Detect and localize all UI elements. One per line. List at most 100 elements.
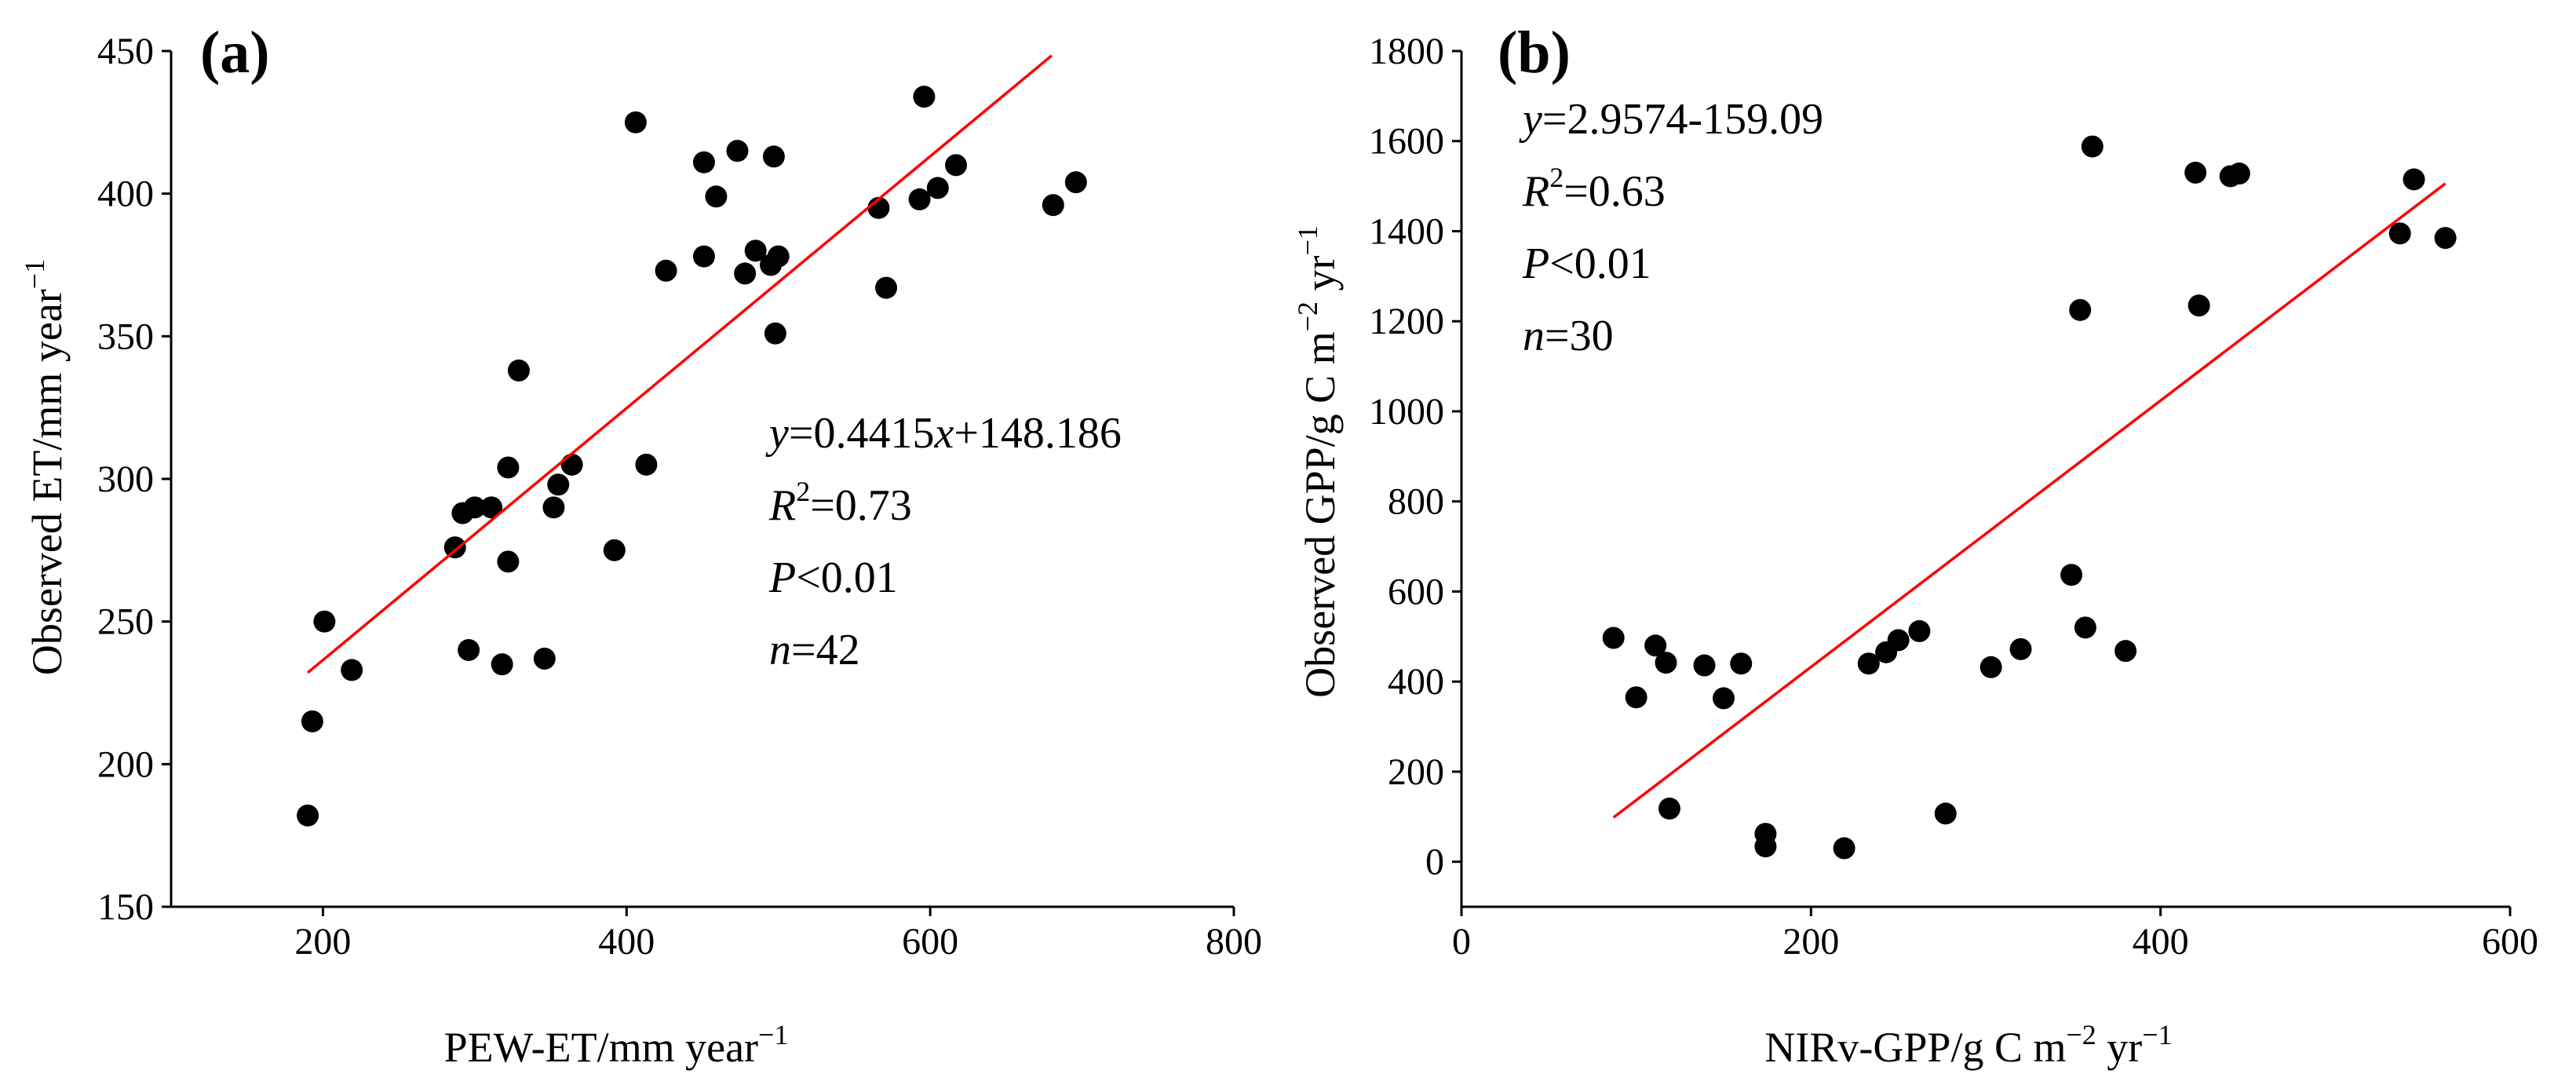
panel-b-point (2069, 298, 2092, 321)
panel-b-point (2184, 161, 2207, 184)
panel-a-xlabel: PEW-ET/mm year−1 (444, 1019, 789, 1071)
panel-a-point (767, 245, 790, 268)
panel-a-point (463, 496, 486, 519)
panel-a-point (480, 496, 503, 519)
panel-b-point (2187, 294, 2210, 317)
panel-a-point (692, 151, 715, 174)
panel-b-axes (1460, 51, 2510, 908)
panel-b-y-tick-label: 1800 (1369, 31, 1444, 72)
panel-a-y-tick-label: 350 (97, 316, 154, 357)
panel-b-r2-label: R (1522, 167, 1549, 216)
panel-b-r2-sup: 2 (1549, 162, 1563, 193)
panel-b-y-tick-label: 1000 (1369, 391, 1444, 433)
panel-a-point (926, 177, 949, 199)
panel-b-point (1602, 626, 1625, 649)
panel-a-point (764, 322, 786, 345)
panel-a-point (547, 473, 570, 496)
panel-b-point (1730, 652, 1753, 675)
panel-a-y-tick-label: 450 (97, 31, 154, 72)
panel-a-points (297, 86, 1087, 827)
panel-a-point (507, 359, 530, 382)
panel-b-point (1658, 797, 1680, 820)
panel-a-point (705, 185, 728, 208)
panel-a-point (341, 659, 363, 681)
panel-a-x-tick-label: 200 (294, 921, 351, 963)
panel-b-point (2403, 168, 2425, 191)
panel-a-point (1042, 194, 1064, 217)
panel-b-ylabel-text: Observed GPP/g C m (1297, 331, 1344, 698)
panel-b-points (1602, 135, 2457, 860)
panel-a-r2-label: R (768, 481, 796, 530)
panel-b-point (2388, 222, 2411, 245)
panel-b-y-tick-label: 1600 (1369, 121, 1444, 163)
panel-a-point (913, 86, 936, 108)
panel-a-eq-intercept: +148.186 (954, 409, 1122, 458)
panel-a-point (491, 653, 513, 676)
panel-a-pvalue: P<0.01 (768, 553, 898, 602)
panel-a-n-label: n (769, 626, 791, 674)
panel-a-point (908, 188, 931, 210)
panel-a-point (875, 276, 898, 299)
panel-a-r2: R2=0.73 (768, 476, 912, 530)
panel-b-point (1754, 823, 1777, 846)
panel-b-point (2074, 616, 2096, 639)
panel-a-x-tick-label: 400 (598, 921, 655, 963)
panel-a-point (744, 239, 767, 262)
panel-b-eq-y: y (1519, 95, 1542, 144)
panel-a-point (624, 111, 647, 133)
panel-b-point (2081, 135, 2103, 158)
panel-b-n: n=30 (1523, 312, 1614, 360)
panel-a-point (945, 154, 968, 177)
panel-b-xlabel-text: NIRv-GPP/g C m (1764, 1024, 2066, 1071)
panel-b-r2: R2=0.63 (1522, 162, 1666, 216)
panel-b-y-tick-label: 400 (1388, 661, 1444, 703)
panel-b-point (1934, 802, 1957, 825)
panel-a-annotation: y=0.4415x+148.186 R2=0.73 P<0.01 n=42 (765, 409, 1122, 674)
panel-b-xlabel-sup2: −1 (2142, 1019, 2172, 1050)
panel-b-x-tick-label: 0 (1452, 921, 1471, 963)
panel-a-ylabel-text: Observed ET/mm year (24, 289, 71, 675)
panel-a-label: (a) (200, 20, 270, 86)
panel-b-point (1887, 629, 1910, 652)
panel-a-x-tick-label: 600 (902, 921, 958, 963)
panel-b-ylabel: Observed GPP/g C m−2 yr−1 (1292, 225, 1344, 698)
panel-a-eq-y: y (765, 409, 789, 458)
panel-b-point (1857, 652, 1880, 675)
panel-b-point (1979, 656, 2002, 678)
panel-a-r2-value: =0.73 (810, 481, 912, 530)
panel-b-xlabel-sup1: −2 (2066, 1019, 2096, 1050)
panel-a-point (726, 140, 749, 163)
panel-a-point (692, 245, 715, 268)
panel-a-point (533, 647, 556, 670)
panel-a-eq-slope: =0.4415 (789, 409, 935, 458)
panel-a-point (762, 145, 785, 168)
panel-b-point (1713, 687, 1735, 710)
panel-a-p-label: P (768, 553, 796, 602)
panel-a-ticks: 200 400 600 800 150 200 250 300 350 400 450 (97, 31, 1262, 963)
panel-b-xlabel: NIRv-GPP/g C m−2 yr−1 (1764, 1019, 2172, 1071)
panel-b-p-label: P (1522, 239, 1549, 288)
panel-a-point (542, 496, 565, 519)
panel-b-ylabel-mid: yr (1297, 255, 1344, 301)
panel-a-point (313, 610, 336, 633)
panel-b-label: (b) (1498, 20, 1571, 86)
panel-a-n: n=42 (769, 626, 860, 674)
panel-a-n-value: =42 (791, 626, 860, 674)
panel-a-ylabel: Observed ET/mm year−1 (19, 259, 71, 675)
panel-b-xlabel-mid: yr (2096, 1024, 2143, 1071)
panel-b-point (2009, 637, 2032, 660)
panel-b-point (1908, 619, 1931, 642)
panel-b-y-tick-label: 800 (1388, 481, 1444, 523)
panel-b-point (1693, 654, 1716, 677)
panel-a-y-tick-label: 250 (97, 601, 154, 643)
panel-a-equation: y=0.4415x+148.186 (765, 409, 1122, 458)
panel-b-point (1644, 634, 1667, 657)
panel-a-y-tick-label: 150 (97, 886, 154, 928)
panel-b-n-value: =30 (1545, 312, 1614, 360)
panel-a-p-value: <0.01 (796, 553, 898, 602)
panel-b-y-tick-label: 1400 (1369, 210, 1444, 252)
panel-a-x-tick-label: 800 (1206, 921, 1262, 963)
panel-a-point (734, 262, 757, 285)
panel-b-point (2228, 163, 2250, 185)
